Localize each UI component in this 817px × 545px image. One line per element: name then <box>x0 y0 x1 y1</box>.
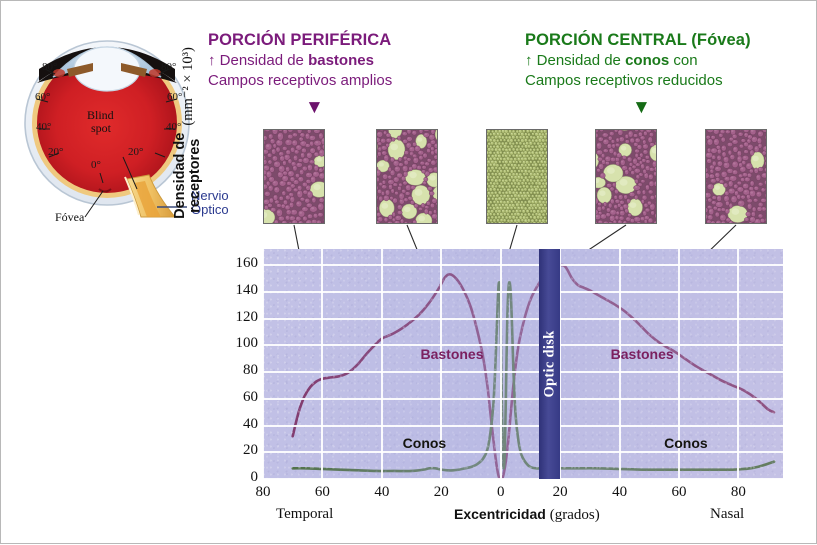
peripheral-title: PORCIÓN PERIFÉRICA <box>208 30 392 51</box>
x-tick-5: 20 <box>540 484 580 501</box>
photoreceptor-mosaic-svg <box>595 129 657 224</box>
y-tick-80: 80 <box>196 362 258 379</box>
y-axis-title-line1: Densidad de <box>172 133 188 219</box>
central-subtitle-pre: ↑ Densidad de <box>525 52 625 69</box>
micrograph-mid-temporal-periphery <box>376 129 438 224</box>
eye-degree-label-temporal-40: 40° <box>36 121 51 133</box>
eye-degree-label-nasal-20: 20° <box>128 146 143 158</box>
central-detail: Campos receptivos reducidos <box>525 71 751 91</box>
x-tick-3: 20 <box>421 484 461 501</box>
gridline-horizontal <box>263 291 783 293</box>
y-axis-title: Densidad de receptores (mm⁻² × 10³) <box>178 18 198 248</box>
photoreceptor-mosaic-svg <box>376 129 438 224</box>
central-subtitle: ↑ Densidad de conos con <box>525 51 751 71</box>
plot-area: Optic disk Bastones Bastones Conos Conos <box>263 249 783 479</box>
peripheral-subtitle-pre: ↑ Densidad de <box>208 52 308 69</box>
y-tick-60: 60 <box>196 389 258 406</box>
micrograph-far-nasal-periphery <box>705 129 767 224</box>
gridline-vertical <box>500 249 502 479</box>
down-arrow-icon-central: ▼ <box>632 98 651 117</box>
x-tick-7: 60 <box>659 484 699 501</box>
y-tick-120: 120 <box>196 309 258 326</box>
micrograph-mid-nasal-periphery <box>595 129 657 224</box>
gridline-horizontal <box>263 318 783 320</box>
gridline-horizontal <box>263 425 783 427</box>
y-axis-units: (mm⁻² × 10³) <box>180 47 197 126</box>
x-tick-8: 80 <box>718 484 758 501</box>
y-axis-title-main: Densidad de receptores <box>173 133 203 219</box>
y-tick-20: 20 <box>196 442 258 459</box>
y-tick-140: 140 <box>196 282 258 299</box>
down-arrow-icon-peripheral: ▼ <box>305 98 324 117</box>
x-axis-title-units: (grados) <box>550 507 600 523</box>
x-axis-title: Excentricidad (grados) <box>454 506 600 524</box>
blind-spot-label-line2: spot <box>91 122 111 135</box>
blind-spot-label-line1: Blind <box>87 109 114 122</box>
y-tick-160: 160 <box>196 255 258 272</box>
gridline-vertical <box>381 249 383 479</box>
gridline-horizontal <box>263 478 783 479</box>
x-axis-right-end-label: Nasal <box>710 506 744 523</box>
annotation-bastones: Bastones <box>420 346 483 362</box>
peripheral-portion-heading: PORCIÓN PERIFÉRICA ↑ Densidad de bastone… <box>208 30 392 90</box>
optic-disk-band: Optic disk <box>539 249 560 479</box>
annotation-conos: Conos <box>664 435 708 451</box>
peripheral-detail: Campos receptivos amplios <box>208 71 392 91</box>
gridline-horizontal <box>263 344 783 346</box>
peripheral-subtitle: ↑ Densidad de bastones <box>208 51 392 71</box>
gridline-horizontal <box>263 371 783 373</box>
micrograph-far-temporal-periphery <box>263 129 325 224</box>
central-portion-heading: PORCIÓN CENTRAL (Fóvea) ↑ Densidad de co… <box>525 30 751 90</box>
x-axis-left-end-label: Temporal <box>276 506 333 523</box>
eye-degree-label-temporal-60: 60° <box>35 91 50 103</box>
eye-degree-label-temporal-80: 80° <box>42 61 57 73</box>
annotation-bastones: Bastones <box>611 346 674 362</box>
annotation-conos: Conos <box>403 435 447 451</box>
photoreceptor-mosaic-svg <box>486 129 548 224</box>
gridline-horizontal <box>263 398 783 400</box>
x-tick-4: 0 <box>481 484 521 501</box>
central-subtitle-bold: conos <box>625 52 669 69</box>
photoreceptor-mosaic-svg <box>263 129 325 224</box>
eye-degree-label-zero: 0° <box>91 159 101 171</box>
y-tick-40: 40 <box>196 416 258 433</box>
photoreceptor-mosaic-svg <box>705 129 767 224</box>
eye-degree-label-temporal-20: 20° <box>48 146 63 158</box>
central-title: PORCIÓN CENTRAL (Fóvea) <box>525 30 751 51</box>
gridline-horizontal <box>263 451 783 453</box>
gridline-vertical <box>321 249 323 479</box>
y-tick-100: 100 <box>196 335 258 352</box>
optic-disk-label: Optic disk <box>541 330 558 397</box>
peripheral-subtitle-bold: bastones <box>308 52 374 69</box>
gridline-vertical <box>737 249 739 479</box>
y-axis-title-line2: receptores <box>187 139 203 213</box>
gridline-vertical <box>619 249 621 479</box>
eye-degree-label-nasal-80: 80° <box>161 61 176 73</box>
gridline-vertical <box>263 249 264 479</box>
x-axis-title-main: Excentricidad <box>454 506 546 522</box>
fovea-label: Fóvea <box>55 211 84 224</box>
micrograph-fovea-center <box>486 129 548 224</box>
x-tick-2: 40 <box>362 484 402 501</box>
gridline-horizontal <box>263 264 783 266</box>
x-tick-0: 80 <box>243 484 283 501</box>
central-subtitle-post: con <box>669 52 697 69</box>
x-tick-1: 60 <box>302 484 342 501</box>
x-tick-6: 40 <box>600 484 640 501</box>
